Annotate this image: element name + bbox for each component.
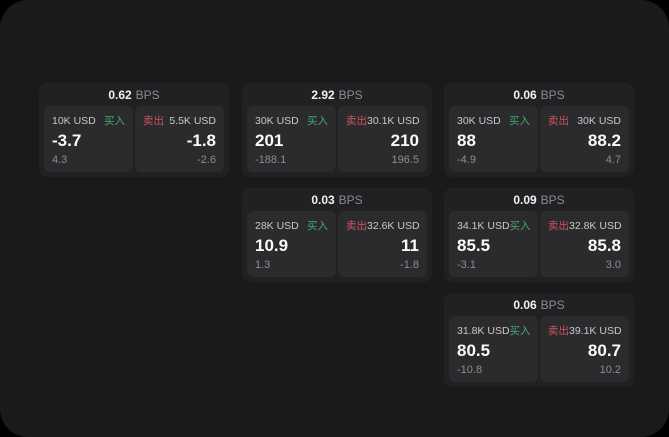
buy-side-label: 买入	[104, 115, 125, 127]
sell-side-label: 卖出	[346, 220, 367, 232]
bps-header: 0.09 BPS	[449, 191, 629, 209]
sell-price: 88.2	[587, 131, 621, 150]
buy-size: 30K USD	[457, 115, 501, 127]
quote-card-2: 2.92 BPS 30K USD 买入 201 -188.1 卖出 30.1K …	[242, 83, 432, 177]
sell-panel[interactable]: 卖出 39.1K USD 80.7 10.2	[540, 316, 629, 382]
sell-size: 39.1K USD	[569, 325, 622, 337]
buy-panel[interactable]: 10K USD 买入 -3.7 4.3	[44, 106, 133, 172]
buy-panel[interactable]: 30K USD 买入 88 -4.9	[449, 106, 538, 172]
sell-delta: -1.8	[400, 259, 419, 271]
bps-unit-label: BPS	[135, 88, 160, 102]
buy-delta: 1.3	[255, 259, 271, 271]
buy-delta: -4.9	[457, 154, 476, 166]
sell-side-label: 卖出	[346, 115, 367, 127]
bps-unit-label: BPS	[540, 88, 565, 102]
buy-price: 85.5	[457, 236, 491, 255]
sell-panel[interactable]: 卖出 5.5K USD -1.8 -2.6	[135, 106, 224, 172]
bps-header: 0.06 BPS	[449, 296, 629, 314]
sell-delta: 4.7	[605, 154, 621, 166]
buy-size: 28K USD	[255, 220, 299, 232]
sell-price: 210	[390, 131, 419, 150]
sell-price: 85.8	[587, 236, 621, 255]
sell-delta: 196.5	[391, 154, 419, 166]
buy-price: 88	[457, 131, 476, 150]
buy-panel[interactable]: 31.8K USD 买入 80.5 -10.8	[449, 316, 538, 382]
sell-delta: 3.0	[605, 259, 621, 271]
bps-header: 2.92 BPS	[247, 86, 427, 104]
bps-unit-label: BPS	[338, 88, 363, 102]
buy-delta: -188.1	[255, 154, 287, 166]
buy-delta: -10.8	[457, 364, 483, 376]
bps-value: 0.62	[108, 88, 132, 102]
sell-size: 5.5K USD	[169, 115, 216, 127]
sell-delta: -2.6	[197, 154, 216, 166]
sell-panel[interactable]: 卖出 32.8K USD 85.8 3.0	[540, 211, 629, 277]
buy-size: 31.8K USD	[457, 325, 510, 337]
buy-size: 10K USD	[52, 115, 96, 127]
sell-price: 11	[401, 236, 419, 255]
quote-card-3: 0.06 BPS 30K USD 买入 88 -4.9 卖出 30K USD 8…	[444, 83, 634, 177]
sell-size: 32.6K USD	[367, 220, 420, 232]
sell-size: 30K USD	[577, 115, 621, 127]
bps-header: 0.62 BPS	[44, 86, 224, 104]
quote-card-1: 0.62 BPS 10K USD 买入 -3.7 4.3 卖出 5.5K USD…	[39, 83, 229, 177]
buy-delta: 4.3	[52, 154, 68, 166]
bps-value: 0.03	[311, 193, 335, 207]
bps-value: 0.06	[513, 88, 537, 102]
sell-side-label: 卖出	[548, 325, 569, 337]
buy-price: 201	[255, 131, 284, 150]
quote-card-5: 0.09 BPS 34.1K USD 买入 85.5 -3.1 卖出 32.8K…	[444, 188, 634, 282]
buy-panel[interactable]: 28K USD 买入 10.9 1.3	[247, 211, 336, 277]
sell-panel[interactable]: 卖出 30.1K USD 210 196.5	[338, 106, 427, 172]
sell-size: 32.8K USD	[569, 220, 622, 232]
buy-side-label: 买入	[509, 325, 531, 337]
sell-price: -1.8	[186, 131, 216, 150]
bps-unit-label: BPS	[540, 298, 565, 312]
sell-side-label: 卖出	[143, 115, 164, 127]
quote-card-4: 0.03 BPS 28K USD 买入 10.9 1.3 卖出 32.6K US…	[242, 188, 432, 282]
bps-unit-label: BPS	[338, 193, 363, 207]
sell-price: 80.7	[587, 341, 621, 360]
buy-price: -3.7	[52, 131, 82, 150]
bps-value: 2.92	[311, 88, 335, 102]
sell-panel[interactable]: 卖出 30K USD 88.2 4.7	[540, 106, 629, 172]
bps-header: 0.03 BPS	[247, 191, 427, 209]
sell-side-label: 卖出	[548, 220, 569, 232]
buy-size: 30K USD	[255, 115, 299, 127]
bps-header: 0.06 BPS	[449, 86, 629, 104]
sell-size: 30.1K USD	[367, 115, 420, 127]
bps-value: 0.09	[513, 193, 537, 207]
buy-panel[interactable]: 34.1K USD 买入 85.5 -3.1	[449, 211, 538, 277]
buy-delta: -3.1	[457, 259, 476, 271]
buy-panel[interactable]: 30K USD 买入 201 -188.1	[247, 106, 336, 172]
buy-side-label: 买入	[509, 220, 531, 232]
bps-unit-label: BPS	[540, 193, 565, 207]
quote-card-6: 0.06 BPS 31.8K USD 买入 80.5 -10.8 卖出 39.1…	[444, 293, 634, 387]
sell-delta: 10.2	[599, 364, 621, 376]
bps-value: 0.06	[513, 298, 537, 312]
buy-side-label: 买入	[307, 220, 328, 232]
sell-side-label: 卖出	[548, 115, 569, 127]
sell-panel[interactable]: 卖出 32.6K USD 11 -1.8	[338, 211, 427, 277]
buy-price: 80.5	[457, 341, 491, 360]
buy-size: 34.1K USD	[457, 220, 510, 232]
buy-price: 10.9	[255, 236, 289, 255]
buy-side-label: 买入	[509, 115, 530, 127]
buy-side-label: 买入	[307, 115, 328, 127]
